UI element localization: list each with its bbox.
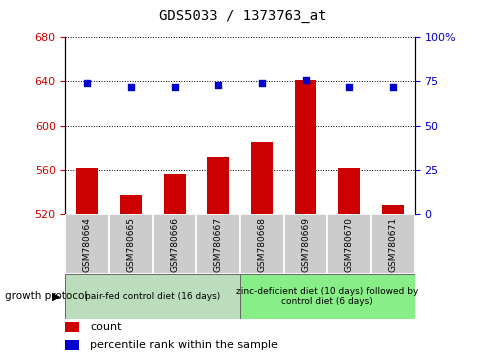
Bar [120,195,141,214]
Point [301,77,309,82]
Point [214,82,222,88]
Bar [109,214,152,274]
Text: zinc-deficient diet (10 days) followed by
control diet (6 days): zinc-deficient diet (10 days) followed b… [236,287,418,306]
Text: GSM780669: GSM780669 [301,217,309,272]
Text: GSM780667: GSM780667 [213,217,222,272]
Bar [152,214,196,274]
Bar [163,174,185,214]
Point [257,80,265,86]
Bar [65,214,109,274]
Bar [337,168,359,214]
Text: GSM780665: GSM780665 [126,217,135,272]
Point [345,84,352,90]
Bar [240,214,283,274]
Bar [370,214,414,274]
Text: GSM780671: GSM780671 [388,217,396,272]
Text: GSM780666: GSM780666 [170,217,179,272]
Bar [294,80,316,214]
Bar [65,340,79,350]
Bar [76,168,98,214]
Text: GSM780670: GSM780670 [344,217,353,272]
Point [388,84,396,90]
Bar [240,274,414,319]
Text: GSM780668: GSM780668 [257,217,266,272]
Bar [327,214,370,274]
Text: growth protocol: growth protocol [5,291,87,302]
Bar [65,274,240,319]
Text: ▶: ▶ [52,291,60,302]
Bar [381,205,403,214]
Text: pair-fed control diet (16 days): pair-fed control diet (16 days) [85,292,220,301]
Text: percentile rank within the sample: percentile rank within the sample [90,340,277,350]
Bar [65,322,79,332]
Point [83,80,91,86]
Bar [251,142,272,214]
Bar [283,214,327,274]
Bar [196,214,240,274]
Text: GDS5033 / 1373763_at: GDS5033 / 1373763_at [158,9,326,23]
Text: GSM780664: GSM780664 [83,217,91,272]
Bar [207,156,228,214]
Point [127,84,135,90]
Point [170,84,178,90]
Text: count: count [90,322,121,332]
